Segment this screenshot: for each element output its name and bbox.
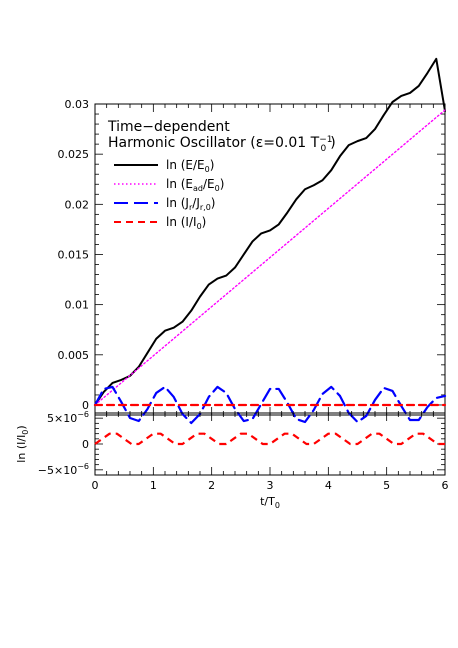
chart-title: Time−dependent: [107, 119, 230, 135]
main-plot: 0 0.005 0.01 0.015 0.02 0.025 0.03 Time−depende…: [58, 57, 447, 425]
x-tick-label: 6: [442, 479, 449, 492]
x-tick-label: 0: [92, 479, 99, 492]
main-y-tick-label: 0: [82, 399, 89, 412]
residual-y-tick-label: 5×10−6: [47, 410, 89, 425]
residual-y-tick-label: 0: [82, 438, 89, 451]
main-y-tick-label: 0.01: [65, 299, 90, 312]
x-tick-label: 5: [383, 479, 390, 492]
residual-y-tick-label: −5×10−6: [38, 462, 89, 477]
x-tick-label: 2: [208, 479, 215, 492]
main-y-tick-label: 0.025: [58, 148, 90, 161]
legend-entry-2: ln (Ead/E0): [166, 177, 224, 193]
y-axis-label: ln (I/I0): [15, 425, 30, 462]
x-tick-label: 1: [150, 479, 157, 492]
series-line-3: [93, 385, 447, 425]
main-y-tick-label: 0.02: [65, 198, 90, 211]
residual-plot-frame: [94, 412, 446, 476]
legend-entry-3: ln (Jr/Jr,0): [166, 196, 215, 212]
main-y-tick-label: 0.005: [58, 349, 90, 362]
series-line-1: [94, 57, 446, 406]
series-line-2: [94, 109, 446, 406]
main-y-tick-label: 0.015: [58, 248, 90, 261]
legend-entry-1: ln (E/E0): [166, 158, 214, 174]
x-tick-label: 3: [267, 479, 274, 492]
legend-entry-4: ln (I/I0): [166, 215, 206, 231]
chart-subtitle: Harmonic Oscillator (ε=0.01 T−1 0): [108, 135, 336, 154]
x-tick-label: 4: [325, 479, 332, 492]
residual-series-line: [94, 432, 445, 446]
x-axis-label: t/T0: [260, 495, 280, 510]
main-y-tick-label: 0.03: [65, 98, 90, 111]
